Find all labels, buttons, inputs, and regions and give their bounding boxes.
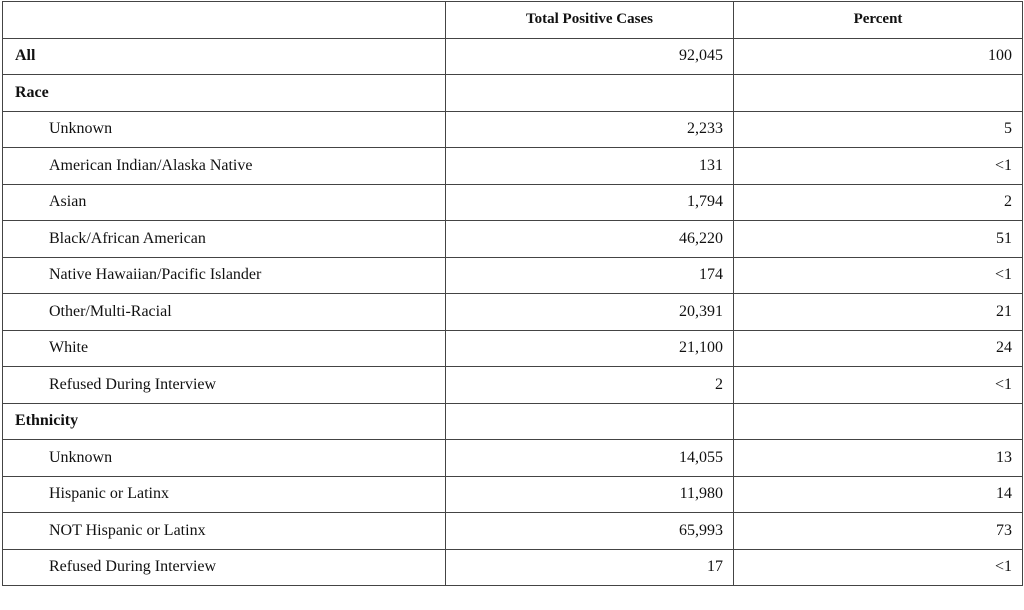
percent-cell: 14 [733,475,1023,513]
table-row: Black/African American 46,220 51 [2,220,1023,258]
percent-cell: <1 [733,256,1023,294]
header-cell [2,1,446,39]
cases-cell: 11,980 [445,475,734,513]
header-row: Total Positive Cases Percent [2,1,1023,39]
cases-cell: 46,220 [445,220,734,258]
row-label: White [2,329,446,367]
empty-cell [733,74,1023,112]
percent-cell: 51 [733,220,1023,258]
table-row: Refused During Interview 17 <1 [2,548,1023,586]
row-label: Refused During Interview [2,366,446,404]
table-row: All 92,045 100 [2,37,1023,75]
row-label: Native Hawaiian/Pacific Islander [2,256,446,294]
header-cell: Total Positive Cases [445,1,734,39]
cases-cell: 2 [445,366,734,404]
cases-cell: 20,391 [445,293,734,331]
percent-cell: <1 [733,366,1023,404]
empty-cell [445,74,734,112]
percent-cell: 24 [733,329,1023,367]
cases-cell: 174 [445,256,734,294]
cases-cell: 1,794 [445,183,734,221]
cases-cell: 131 [445,147,734,185]
table-row: White 21,100 24 [2,329,1023,367]
cases-cell: 21,100 [445,329,734,367]
row-label: American Indian/Alaska Native [2,147,446,185]
percent-cell: <1 [733,548,1023,586]
cases-cell: 2,233 [445,110,734,148]
percent-cell: 100 [733,37,1023,75]
table-row: Native Hawaiian/Pacific Islander 174 <1 [2,256,1023,294]
section-row: Race [2,74,1023,112]
section-title: Ethnicity [2,402,446,440]
percent-cell: 73 [733,512,1023,550]
empty-cell [733,402,1023,440]
cases-cell: 14,055 [445,439,734,477]
table-row: Hispanic or Latinx 11,980 14 [2,475,1023,513]
row-label: Asian [2,183,446,221]
row-label: Unknown [2,110,446,148]
table-row: Refused During Interview 2 <1 [2,366,1023,404]
table-body: All 92,045 100 Race Unknown 2,233 5 American In… [2,37,1023,586]
row-label: Refused During Interview [2,548,446,586]
row-label: Unknown [2,439,446,477]
data-table: Total Positive Cases Percent All 92,045 10… [2,1,1023,586]
cases-cell: 92,045 [445,37,734,75]
table-row: American Indian/Alaska Native 131 <1 [2,147,1023,185]
percent-cell: 13 [733,439,1023,477]
row-label: All [2,37,446,75]
percent-cell: 2 [733,183,1023,221]
table-row: NOT Hispanic or Latinx 65,993 73 [2,512,1023,550]
percent-cell: <1 [733,147,1023,185]
cases-cell: 65,993 [445,512,734,550]
row-label: NOT Hispanic or Latinx [2,512,446,550]
section-row: Ethnicity [2,402,1023,440]
row-label: Black/African American [2,220,446,258]
row-label: Hispanic or Latinx [2,475,446,513]
header-cell: Percent [733,1,1023,39]
table-row: Asian 1,794 2 [2,183,1023,221]
row-label: Other/Multi-Racial [2,293,446,331]
table-row: Other/Multi-Racial 20,391 21 [2,293,1023,331]
table-row: Unknown 14,055 13 [2,439,1023,477]
empty-cell [445,402,734,440]
cases-cell: 17 [445,548,734,586]
percent-cell: 21 [733,293,1023,331]
section-title: Race [2,74,446,112]
percent-cell: 5 [733,110,1023,148]
table-row: Unknown 2,233 5 [2,110,1023,148]
